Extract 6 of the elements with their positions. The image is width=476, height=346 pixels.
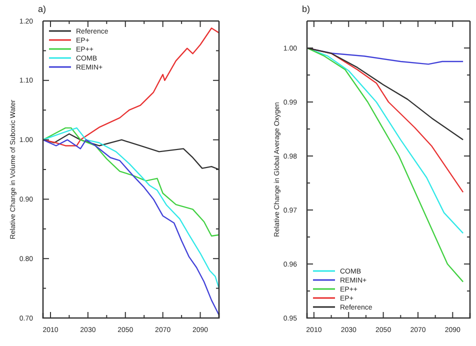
line-series xyxy=(43,127,219,289)
line-series xyxy=(43,139,219,316)
chart-title: a) xyxy=(38,4,46,14)
chart-title: b) xyxy=(302,4,310,14)
line-series xyxy=(43,127,219,237)
line-series xyxy=(307,47,464,282)
